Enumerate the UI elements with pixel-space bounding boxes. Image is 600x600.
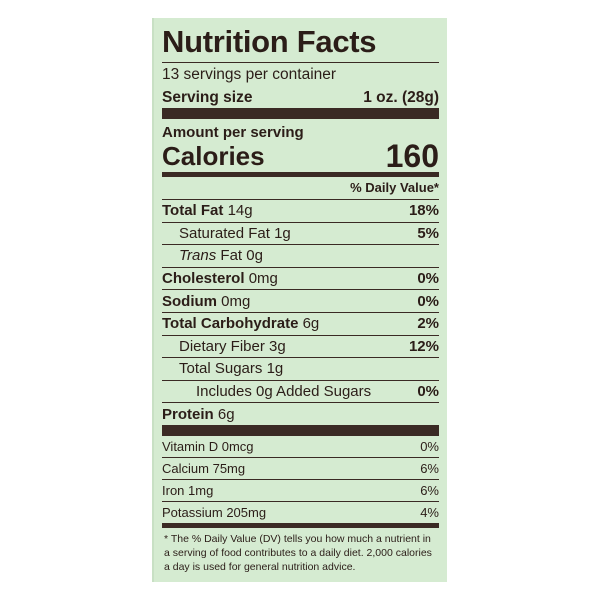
vitamin-dv: 4% bbox=[420, 504, 439, 520]
nutrient-name: Total Carbohydrate bbox=[162, 315, 299, 333]
calories-value: 160 bbox=[385, 138, 439, 174]
vitamin-name: Potassium bbox=[162, 504, 223, 520]
divider bbox=[162, 172, 439, 177]
servings: 13 servings per container bbox=[162, 66, 337, 83]
nutrient: Protein 6g bbox=[162, 406, 235, 423]
vitamin: Vitamin D 0mcg bbox=[162, 439, 254, 454]
nutrient-row: Sodium 0mg 0% bbox=[162, 290, 439, 313]
nutrient: Total Carbohydrate 6g bbox=[162, 315, 319, 332]
serving-size-label: Serving size bbox=[162, 89, 253, 106]
nutrient-name: Cholesterol bbox=[162, 270, 245, 288]
divider bbox=[162, 424, 439, 436]
nutrient-amount: 1g bbox=[274, 224, 291, 242]
nutrient-dv: 12% bbox=[408, 337, 439, 355]
nutrient-name: Total Fat bbox=[162, 202, 224, 220]
vitamin: Calcium 75mg bbox=[162, 461, 245, 476]
vitamin-row: Potassium 205mg 4% bbox=[162, 502, 439, 523]
nutrient-dv: 0% bbox=[417, 383, 439, 401]
nutrient-row: Cholesterol 0mg 0% bbox=[162, 268, 439, 291]
vitamin: Potassium 205mg bbox=[162, 505, 266, 520]
vitamin-amount: 0mcg bbox=[221, 438, 254, 454]
nutrient: Includes 0g Added Sugars bbox=[162, 383, 371, 400]
vitamin: Iron 1mg bbox=[162, 483, 213, 498]
serving-size-value: 1 oz. (28g) bbox=[363, 89, 439, 106]
vitamin-dv: 6% bbox=[420, 482, 439, 498]
nutrient-amount: 3g bbox=[269, 337, 286, 355]
nutrient: Dietary Fiber 3g bbox=[162, 338, 286, 355]
nutrient-amount: 0g bbox=[246, 247, 263, 265]
dv-header: % Daily Value* bbox=[162, 177, 439, 200]
nutrient-name: Includes 0g Added Sugars bbox=[196, 383, 372, 401]
vitamin-amount: 75mg bbox=[212, 460, 246, 476]
nutrient: Total Fat 14g bbox=[162, 202, 253, 219]
nutrient: Total Sugars 1g bbox=[162, 360, 283, 377]
vitamin-amount: 205mg bbox=[226, 504, 267, 520]
nutrient: Sodium 0mg bbox=[162, 293, 250, 310]
nutrient-prefix: Trans bbox=[179, 247, 217, 265]
nutrient-amount: 6g bbox=[302, 315, 320, 333]
vitamin-dv: 0% bbox=[420, 438, 439, 454]
vitamin-dv: 6% bbox=[420, 460, 439, 476]
calories: Calories 160 bbox=[162, 138, 439, 174]
nutrient-row: Protein 6g bbox=[162, 403, 439, 425]
nutrient-row: Total Carbohydrate 6g 2% bbox=[162, 313, 439, 336]
nutrient-amount: 0mg bbox=[221, 292, 251, 310]
vitamin-amount: 1mg bbox=[188, 482, 214, 498]
nutrient-dv: 2% bbox=[417, 315, 439, 333]
nutrient-amount: 14g bbox=[227, 202, 253, 220]
nutrient-name: Fat bbox=[220, 247, 243, 265]
nutrient-row: Trans Fat 0g bbox=[162, 245, 439, 268]
nutrient-name: Dietary Fiber bbox=[179, 337, 265, 355]
nutrition-label: Nutrition Facts 13 servings per containe… bbox=[152, 18, 447, 582]
nutrient-amount: 6g bbox=[217, 405, 235, 423]
nutrient-amount: 0mg bbox=[248, 270, 278, 288]
nutrient-dv: 18% bbox=[408, 202, 439, 220]
nutrient-row: Total Fat 14g 18% bbox=[162, 200, 439, 223]
nutrient-dv: 5% bbox=[417, 224, 439, 242]
nutrient-name: Sodium bbox=[162, 292, 217, 310]
vitamin-row: Iron 1mg 6% bbox=[162, 480, 439, 502]
title: Nutrition Facts bbox=[162, 18, 439, 63]
nutrient: Cholesterol 0mg bbox=[162, 270, 278, 287]
serving-size: Serving size 1 oz. (28g) bbox=[162, 88, 439, 108]
divider bbox=[162, 522, 439, 528]
nutrient-row: Total Sugars 1g bbox=[162, 358, 439, 381]
nutrient-amount: 1g bbox=[266, 360, 284, 378]
vitamin-name: Iron bbox=[162, 482, 185, 498]
vitamin-name: Calcium bbox=[162, 460, 209, 476]
calories-label: Calories bbox=[162, 141, 265, 171]
nutrient: Saturated Fat 1g bbox=[162, 225, 291, 242]
nutrient-dv: 0% bbox=[417, 270, 439, 288]
footnote: * The % Daily Value (DV) tells you how m… bbox=[164, 532, 432, 573]
vitamins: Vitamin D 0mcg 0% Calcium 75mg 6% Iron 1mg 6%… bbox=[162, 436, 439, 523]
nutrient-name: Protein bbox=[162, 405, 214, 423]
nutrient-name: Saturated Fat bbox=[179, 224, 270, 242]
nutrient: Trans Fat 0g bbox=[162, 247, 263, 264]
nutrient-row: Saturated Fat 1g 5% bbox=[162, 223, 439, 246]
nutrient-row: Includes 0g Added Sugars 0% bbox=[162, 381, 439, 404]
amount-per-serving: Amount per serving bbox=[162, 124, 304, 141]
nutrients: Total Fat 14g 18% Saturated Fat 1g 5% Trans … bbox=[162, 200, 439, 425]
nutrient-row: Dietary Fiber 3g 12% bbox=[162, 336, 439, 359]
vitamin-row: Vitamin D 0mcg 0% bbox=[162, 436, 439, 458]
vitamin-name: Vitamin D bbox=[162, 438, 219, 454]
nutrient-name: Total Sugars bbox=[179, 360, 263, 378]
nutrient-dv: 0% bbox=[417, 292, 439, 310]
vitamin-row: Calcium 75mg 6% bbox=[162, 458, 439, 480]
divider bbox=[162, 108, 439, 119]
